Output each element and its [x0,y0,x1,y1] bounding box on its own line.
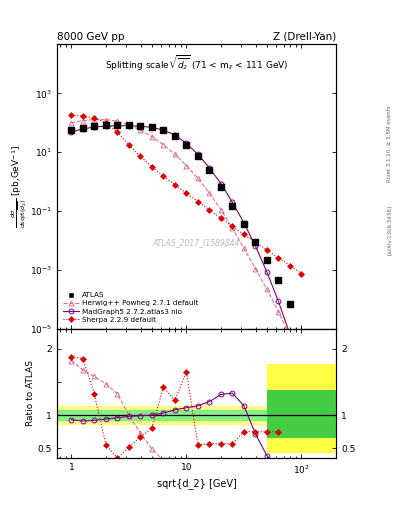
Text: Rivet 3.1.10, ≥ 3.5M events: Rivet 3.1.10, ≥ 3.5M events [387,105,392,182]
Y-axis label: Ratio to ATLAS: Ratio to ATLAS [26,360,35,426]
Bar [267,391,336,438]
Bar [57,410,336,420]
Text: 8000 GeV pp: 8000 GeV pp [57,32,125,42]
Text: Z (Drell-Yan): Z (Drell-Yan) [273,32,336,42]
X-axis label: sqrt{d_2} [GeV]: sqrt{d_2} [GeV] [156,478,237,489]
Legend: ATLAS, Herwig++ Powheg 2.7.1 default, MadGraph5 2.7.2.atlas3 nlo, Sherpa 2.2.9 d: ATLAS, Herwig++ Powheg 2.7.1 default, Ma… [61,290,200,325]
Text: [arXiv:1306.3436]: [arXiv:1306.3436] [387,205,392,255]
Y-axis label: $\frac{d\sigma}{d\mathrm{sqrt}(\overline{d_2})}$ [pb,GeV$^{-1}$]: $\frac{d\sigma}{d\mathrm{sqrt}(\overline… [10,144,28,228]
Bar [267,364,336,453]
Text: ATLAS_2017_I1589844: ATLAS_2017_I1589844 [153,239,240,248]
Bar [57,406,336,424]
Text: Splitting scale$\sqrt{\overline{d_2}}$ (71 < m$_{ll}$ < 111 GeV): Splitting scale$\sqrt{\overline{d_2}}$ (… [105,53,288,73]
